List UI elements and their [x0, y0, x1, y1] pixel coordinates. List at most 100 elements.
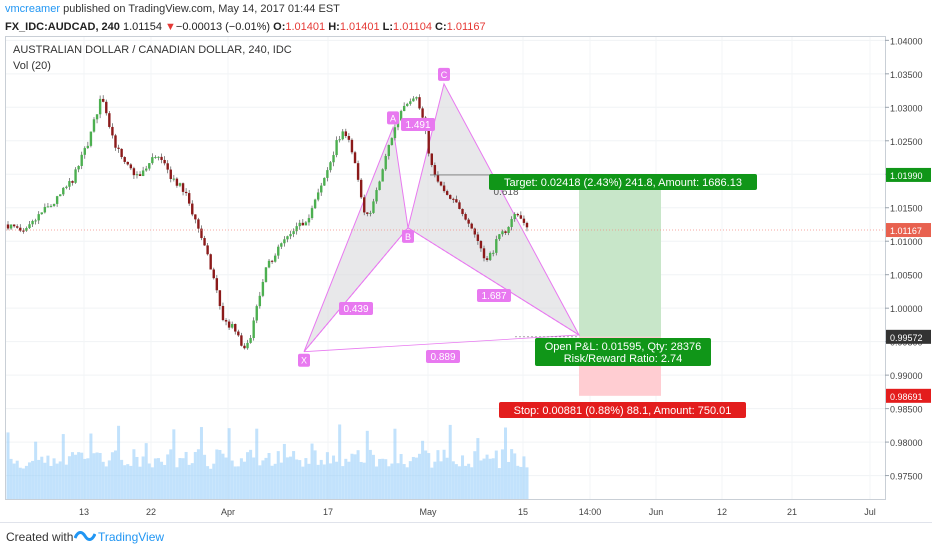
- volume-bar: [6, 432, 10, 499]
- pattern-ratio-badge: [477, 289, 511, 302]
- volume-bar: [252, 457, 256, 499]
- created-with-text: Created with: [6, 530, 74, 544]
- volume-bar: [442, 449, 446, 499]
- volume-bar: [332, 455, 336, 499]
- volume-bar: [353, 454, 357, 499]
- candle-body: [323, 177, 326, 186]
- volume-bar: [110, 452, 114, 499]
- volume-bar: [123, 465, 127, 499]
- candle-body: [452, 198, 455, 200]
- candle-body: [344, 131, 348, 137]
- candle-body: [6, 224, 10, 229]
- pattern-ratio-label: 0.618: [493, 187, 518, 198]
- volume-bar: [454, 464, 458, 499]
- high-value: 1.01401: [339, 21, 380, 33]
- stop-price-tag: [886, 388, 931, 403]
- volume-bar: [504, 427, 508, 499]
- candle-body: [363, 197, 366, 213]
- volume-bar: [98, 452, 102, 499]
- candle-body: [442, 185, 446, 192]
- candle-body: [157, 156, 160, 158]
- y-tick-label: 1.03000: [890, 103, 923, 113]
- candle-body: [65, 186, 68, 188]
- candle-body: [409, 101, 412, 104]
- candle-body: [129, 164, 133, 169]
- volume-bar: [187, 464, 191, 499]
- volume-bar: [282, 443, 286, 499]
- x-tick-label: 13: [79, 507, 89, 517]
- pattern-ratio-label: 0.439: [343, 304, 368, 315]
- candle-body: [436, 174, 440, 182]
- volume-bar: [169, 449, 173, 499]
- last-price-text: 1.01167: [890, 226, 922, 236]
- candle-body: [154, 157, 157, 159]
- candle-body: [120, 148, 123, 158]
- volume-bar: [230, 460, 234, 499]
- tradingview-link[interactable]: TradingView: [98, 530, 165, 544]
- candle-body: [332, 155, 335, 163]
- volume-bar: [74, 454, 78, 499]
- volume-bar: [55, 463, 59, 499]
- volume-bar: [12, 463, 16, 499]
- target-price-text: 1.01990: [890, 171, 923, 181]
- target-price-tag: [886, 167, 931, 182]
- volume-bar: [212, 463, 216, 499]
- x-tick-label: 12: [717, 507, 727, 517]
- candle-body: [264, 267, 268, 282]
- volume-bar: [319, 459, 323, 499]
- candle-body: [381, 169, 384, 182]
- volume-bar: [350, 453, 354, 499]
- candle-body: [488, 253, 492, 260]
- volume-bar: [175, 467, 179, 499]
- high-label: H:: [328, 21, 340, 33]
- candle-body: [292, 231, 295, 235]
- pattern-point-label: A: [390, 113, 396, 123]
- volume-bar: [206, 466, 210, 499]
- candle-body: [71, 181, 74, 183]
- volume-bar: [516, 465, 520, 499]
- volume-bar: [147, 463, 151, 499]
- candle-body: [191, 203, 194, 215]
- volume-bar: [295, 459, 299, 499]
- volume-bar: [411, 456, 415, 499]
- x-tick-label: Jul: [864, 507, 876, 517]
- candle-body: [151, 157, 154, 164]
- volume-bar: [279, 462, 283, 499]
- pattern-point-label: X: [301, 356, 307, 366]
- candle-body: [135, 174, 139, 176]
- volume-bar: [138, 466, 142, 499]
- entry-price-tag: [886, 329, 931, 344]
- volume-bar: [473, 451, 477, 499]
- x-tick-label: 17: [323, 507, 333, 517]
- price-chart[interactable]: X A B C 1.491 0.439 0.618 1.687 0.889 Target: 0.0…: [0, 0, 932, 522]
- candle-body: [12, 224, 16, 227]
- volume-bar: [34, 441, 38, 499]
- y-tick-label: 1.01000: [890, 237, 923, 247]
- candle-body: [387, 144, 391, 157]
- pattern-point-label: C: [441, 70, 448, 80]
- candle-body: [172, 178, 176, 180]
- volume-bar: [510, 449, 514, 499]
- volume-bar: [46, 455, 50, 499]
- volume-bar: [117, 425, 121, 499]
- candle-body: [49, 205, 53, 207]
- volume-bar: [166, 454, 170, 499]
- volume-bar: [273, 463, 277, 499]
- candle-body: [402, 105, 406, 112]
- candle-body: [378, 181, 381, 191]
- pattern-ratio-label: 1.491: [405, 120, 430, 131]
- candle-body: [464, 214, 467, 220]
- volume-bar: [135, 456, 139, 499]
- chart-pane[interactable]: [5, 36, 886, 500]
- volume-bar: [344, 458, 348, 499]
- candle-body: [108, 113, 111, 127]
- volume-bar: [347, 461, 351, 499]
- y-tick-label: 1.00000: [890, 304, 923, 314]
- author-link[interactable]: vmcreamer: [5, 3, 61, 15]
- volume-bar: [464, 465, 468, 499]
- candle-body: [9, 224, 13, 229]
- volume-bar: [267, 453, 271, 499]
- volume-bar: [461, 455, 465, 499]
- candle-body: [393, 127, 397, 139]
- volume-bar: [325, 452, 329, 499]
